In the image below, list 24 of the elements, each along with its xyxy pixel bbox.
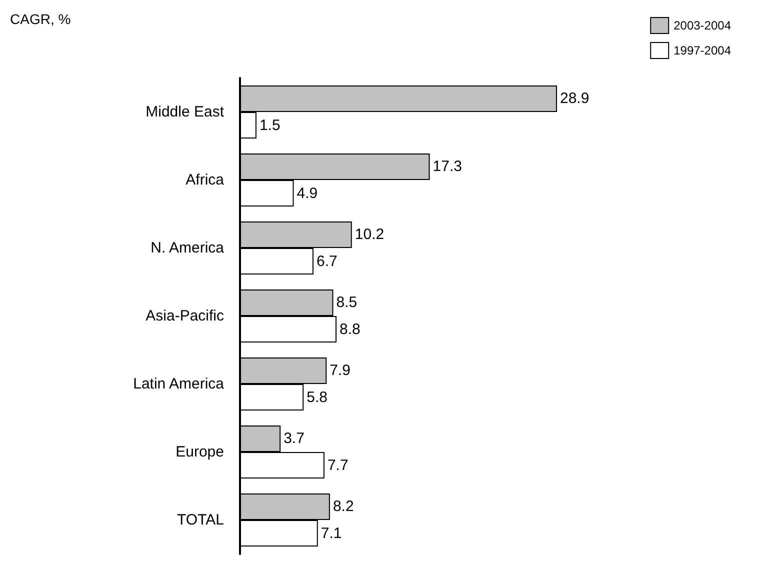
data-label: 1.5 [259, 116, 280, 134]
data-label: 10.2 [354, 226, 384, 244]
data-label: 8.8 [340, 320, 360, 338]
data-label: 28.9 [560, 90, 590, 108]
y-tick-label: Latin America [133, 376, 225, 392]
data-label: 8.5 [336, 294, 358, 312]
y-tick-label: Asia-Pacific [146, 308, 224, 324]
y-tick-label: TOTAL [177, 512, 224, 528]
y-tick-label: Europe [176, 444, 224, 460]
data-label: 7.7 [327, 456, 348, 474]
y-tick-label: Africa [186, 172, 225, 188]
text: CAGR, % [10, 11, 71, 27]
data-label: 3.7 [284, 430, 304, 448]
y-tick-label: N. America [150, 240, 225, 256]
data-label: 5.8 [306, 388, 328, 406]
y-tick-label: Middle East [146, 104, 225, 120]
data-label: 17.3 [432, 158, 462, 176]
legend-label: 2003-2004 [674, 18, 732, 32]
data-label: 7.1 [320, 524, 342, 542]
data-label: 7.9 [330, 362, 351, 380]
data-label: 8.2 [332, 498, 354, 516]
legend-label: 1997-2004 [674, 44, 732, 58]
data-label: 4.9 [296, 184, 318, 202]
data-label: 6.7 [316, 252, 338, 270]
